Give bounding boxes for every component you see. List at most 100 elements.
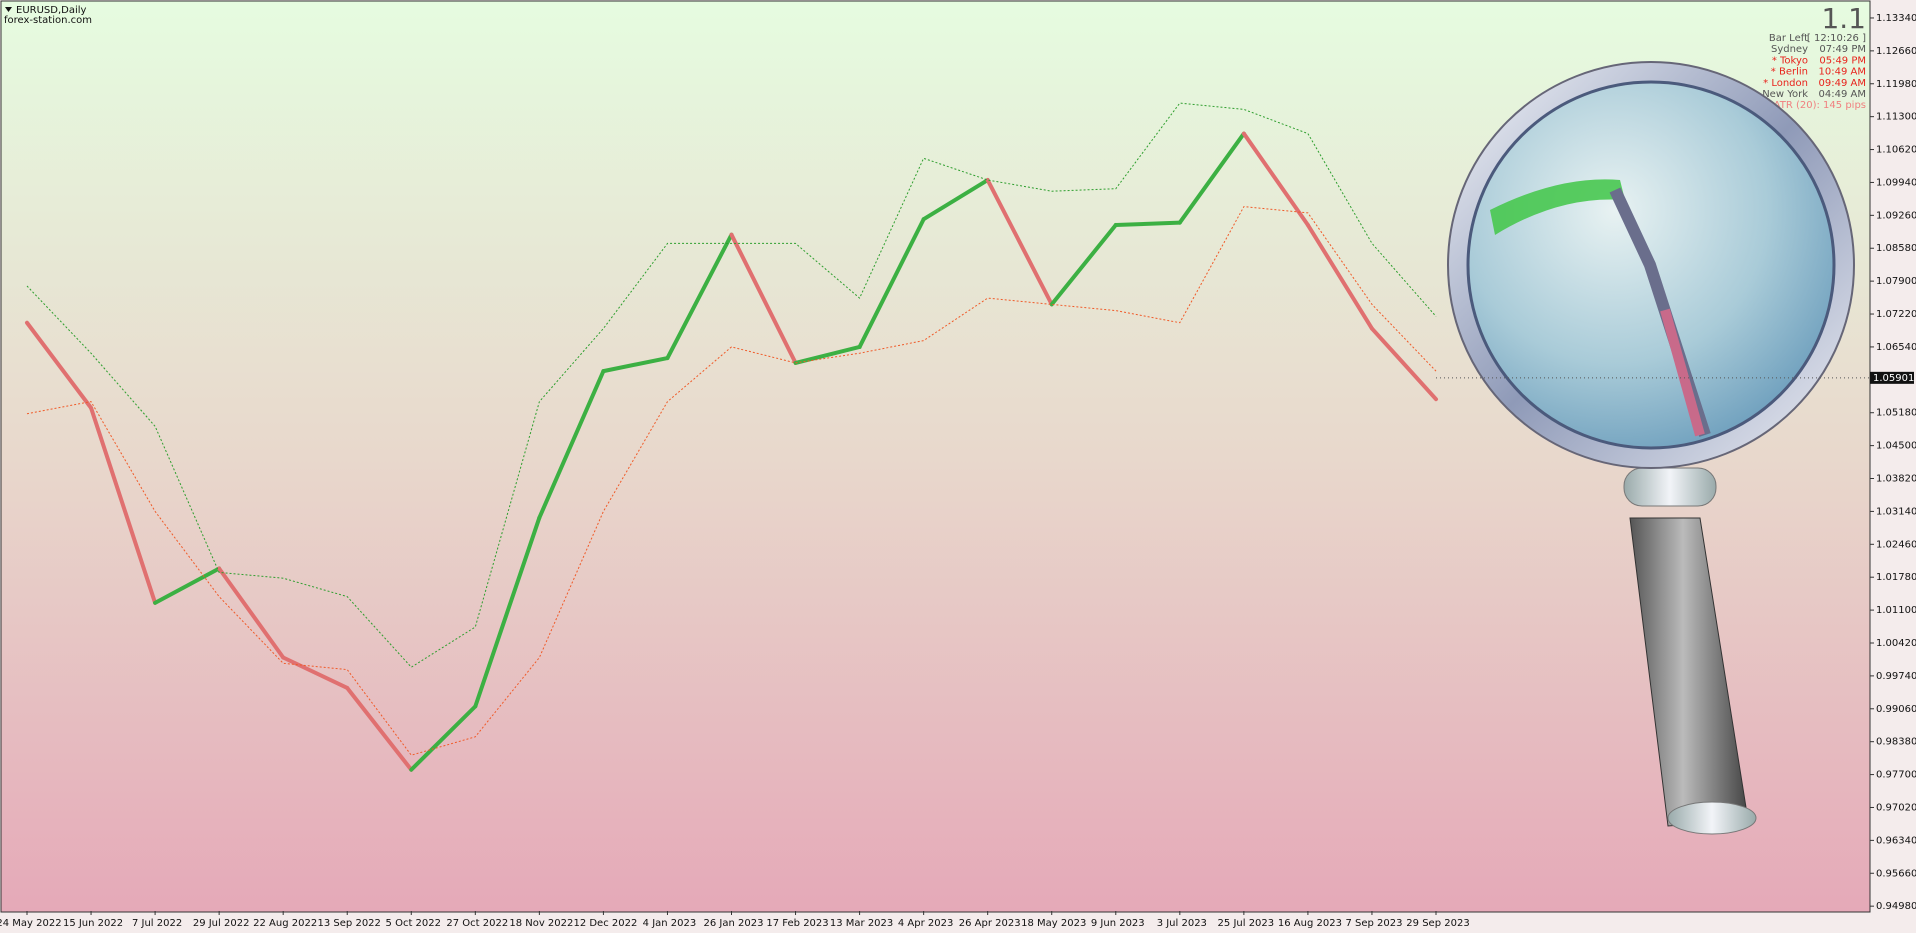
x-tick-label: 24 May 2022 (0, 918, 62, 929)
info-value: 10:49 AM (1819, 67, 1866, 78)
x-tick-label: 26 Jan 2023 (704, 918, 764, 929)
info-panel: 1.1 Bar Left[ 12:10:26 ]Sydney 07:49 PM * … (1762, 2, 1866, 111)
y-tick-label: 1.01780 (1876, 572, 1916, 583)
y-tick-label: 0.95660 (1876, 868, 1916, 879)
x-tick-label: 18 Nov 2022 (509, 918, 573, 929)
magnifier (1447, 61, 1855, 835)
current-price-box (1870, 371, 1914, 384)
x-tick-label: 4 Jan 2023 (643, 918, 697, 929)
y-tick-label: 1.09260 (1876, 210, 1916, 221)
trend-segment (729, 232, 798, 365)
trend-segment (25, 320, 94, 410)
y-tick-label: 0.94980 (1876, 901, 1916, 912)
magnifier-cap (1667, 801, 1757, 835)
info-label: New York (1762, 89, 1808, 100)
lens-line-red (1660, 308, 1705, 437)
trend-segment (665, 232, 734, 361)
x-tick-label: 7 Jul 2022 (132, 918, 182, 929)
trend-segment (1177, 131, 1246, 225)
x-tick-label: 26 Apr 2023 (959, 918, 1021, 929)
big-value: 1.1 (1821, 2, 1866, 35)
x-tick-label: 25 Jul 2023 (1218, 918, 1275, 929)
x-tick-label: 29 Jul 2022 (193, 918, 250, 929)
x-tick-label: 17 Feb 2023 (766, 918, 828, 929)
y-tick-label: 1.05180 (1876, 408, 1916, 419)
info-value: 09:49 AM (1819, 78, 1866, 89)
atr-label: ATR (20): 145 pips (1774, 100, 1866, 111)
trend-segment (409, 704, 478, 772)
x-tick-label: 29 Sep 2023 (1406, 918, 1469, 929)
y-tick-label: 0.99740 (1876, 671, 1916, 682)
x-tick-label: 3 Jul 2023 (1157, 918, 1207, 929)
y-tick-label: 1.12660 (1876, 46, 1916, 57)
x-tick-label: 22 Aug 2022 (253, 918, 317, 929)
plot-layer (25, 102, 1438, 772)
trend-segment (281, 655, 350, 690)
y-tick-label: 1.03820 (1876, 474, 1916, 485)
y-tick-label: 0.96340 (1876, 835, 1916, 846)
band-line (26, 102, 1437, 668)
trend-segment (217, 566, 286, 660)
lens-trend (1490, 179, 1625, 235)
info-value: 05:49 PM (1819, 55, 1866, 66)
trend-segment (921, 178, 990, 222)
x-tick-label: 7 Sep 2023 (1345, 918, 1402, 929)
symbol-label: EURUSD,Daily (16, 5, 87, 16)
trend-segment (793, 344, 862, 365)
x-tick-label: 9 Jun 2023 (1091, 918, 1145, 929)
trend-segment (537, 369, 606, 520)
y-tick-label: 1.07220 (1876, 309, 1916, 320)
y-tick-label: 1.03140 (1876, 506, 1916, 517)
trend-segment (153, 566, 222, 605)
band-line (26, 206, 1437, 756)
y-tick-label: 1.11980 (1876, 79, 1916, 90)
y-tick-label: 1.09940 (1876, 177, 1916, 188)
y-tick-label: 0.97700 (1876, 770, 1916, 781)
x-tick-label: 16 Aug 2023 (1278, 918, 1342, 929)
y-tick-label: 1.01100 (1876, 605, 1916, 616)
info-label: Sydney (1771, 44, 1808, 55)
magnifier-collar (1623, 467, 1717, 507)
x-tick-label: 15 Jun 2022 (63, 918, 123, 929)
x-tick-label: 4 Apr 2023 (898, 918, 953, 929)
trend-segment (1113, 220, 1182, 228)
info-label: Bar Left (1769, 33, 1808, 44)
trend-segment (1305, 223, 1374, 331)
trend-segment (601, 356, 670, 374)
info-value: [ 12:10:26 ] (1807, 33, 1866, 44)
x-tick-label: 27 Oct 2022 (446, 918, 508, 929)
info-value: 04:49 AM (1819, 89, 1866, 100)
site-label: forex-station.com (4, 15, 92, 26)
trend-segment (985, 178, 1054, 307)
y-tick-label: 0.97020 (1876, 802, 1916, 813)
x-tick-label: 5 Oct 2022 (386, 918, 441, 929)
info-label: * Berlin (1771, 67, 1808, 78)
y-tick-label: 0.98380 (1876, 737, 1916, 748)
info-value: 07:49 PM (1819, 44, 1866, 55)
y-tick-label: 1.06540 (1876, 342, 1916, 353)
y-tick-label: 1.10620 (1876, 145, 1916, 156)
info-label: * Tokyo (1772, 55, 1808, 66)
trend-segment (1241, 131, 1310, 228)
trend-segment (1049, 223, 1118, 307)
x-tick-label: 13 Sep 2022 (318, 918, 381, 929)
trend-segment (89, 405, 158, 605)
trend-segment (1369, 326, 1438, 402)
y-tick-label: 1.04500 (1876, 441, 1916, 452)
y-tick-label: 1.02460 (1876, 539, 1916, 550)
x-tick-label: 13 Mar 2023 (830, 918, 893, 929)
trend-segment (473, 515, 542, 709)
x-tick-label: 18 May 2023 (1021, 918, 1086, 929)
trend-segment (857, 217, 926, 349)
y-tick-label: 1.08580 (1876, 243, 1916, 254)
x-tick-label: 12 Dec 2022 (573, 918, 637, 929)
current-price-label: 1.05901 (1873, 373, 1914, 384)
y-tick-label: 0.99060 (1876, 704, 1916, 715)
y-tick-label: 1.13340 (1876, 13, 1916, 24)
y-tick-label: 1.07900 (1876, 276, 1916, 287)
info-label: * London (1763, 78, 1808, 89)
menu-arrow (5, 7, 12, 12)
y-tick-label: 1.11300 (1876, 112, 1916, 123)
